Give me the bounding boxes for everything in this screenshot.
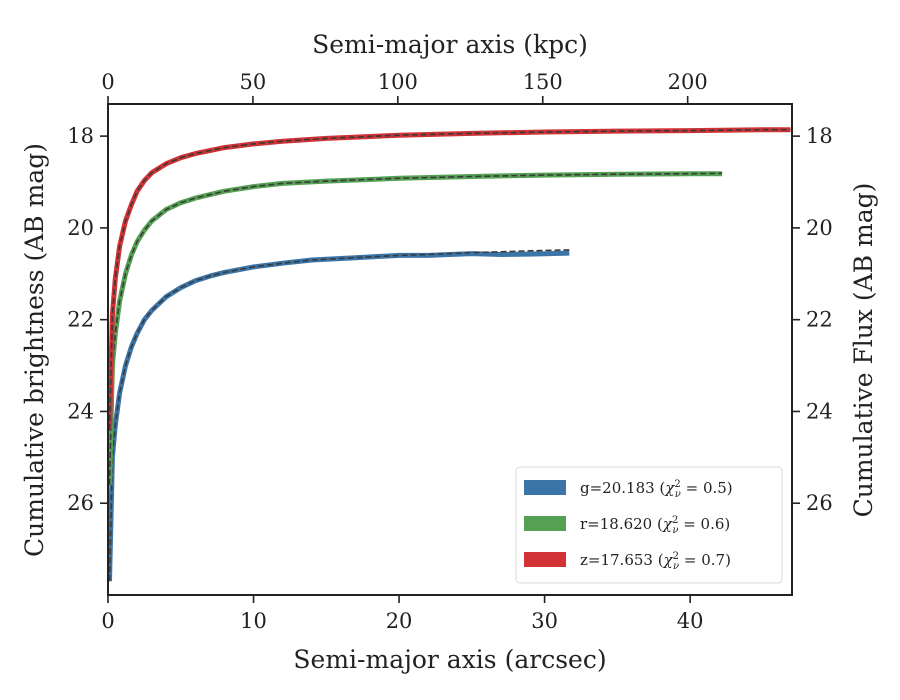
y2-tick-label: 18	[806, 124, 833, 148]
series-model-line-2	[108, 128, 791, 430]
legend-label-1: r=18.620 (χ2 ν = 0.6)	[580, 515, 730, 536]
x2-tick-label: 150	[523, 70, 563, 94]
series-model-line-1	[108, 172, 723, 485]
y2-tick-label: 22	[806, 308, 833, 332]
x-tick-label: 40	[677, 609, 704, 633]
legend-swatch-0	[524, 480, 566, 495]
x-tick-label: 30	[531, 609, 558, 633]
x2-tick-label: 200	[668, 70, 708, 94]
x-tick-label: 20	[386, 609, 413, 633]
y2-tick-label: 26	[806, 491, 833, 515]
legend-swatch-1	[524, 516, 566, 531]
y2-tick-label: 20	[806, 216, 833, 240]
y-tick-label: 22	[67, 308, 94, 332]
x-tick-label: 0	[101, 609, 114, 633]
x-axis-label: Semi-major axis (arcsec)	[293, 645, 606, 674]
x2-tick-label: 100	[378, 70, 418, 94]
series-layer	[107, 127, 791, 582]
x2-tick-label: 0	[101, 70, 114, 94]
y2-axis-label: Cumulative Flux (AB mag)	[849, 183, 878, 518]
legend-swatch-2	[524, 552, 566, 567]
y-tick-label: 26	[67, 491, 94, 515]
legend-label-2: z=17.653 (χ2 ν = 0.7)	[580, 551, 731, 572]
plot-frame	[107, 103, 793, 596]
legend: g=20.183 (χ2 ν = 0.5) r=18.620 (χ2 ν = 0.6)…	[515, 466, 783, 584]
ticks-layer: 0 10 20 30 40 0 50 100 150 200 18 18 20 20 22 22 24 24 26 2…	[67, 70, 832, 633]
x2-axis-label: Semi-major axis (kpc)	[312, 30, 588, 59]
legend-label-0: g=20.183 (χ2 ν = 0.5)	[580, 479, 733, 500]
x-tick-label: 10	[240, 609, 267, 633]
y-tick-label: 18	[67, 124, 94, 148]
x2-tick-label: 50	[240, 70, 267, 94]
series-model-line-0	[108, 249, 570, 582]
legend-box	[515, 466, 783, 584]
y-tick-label: 24	[67, 399, 94, 423]
y2-tick-label: 24	[806, 399, 833, 423]
y-axis-label: Cumulative brightness (AB mag)	[20, 143, 49, 557]
y-tick-label: 20	[67, 216, 94, 240]
